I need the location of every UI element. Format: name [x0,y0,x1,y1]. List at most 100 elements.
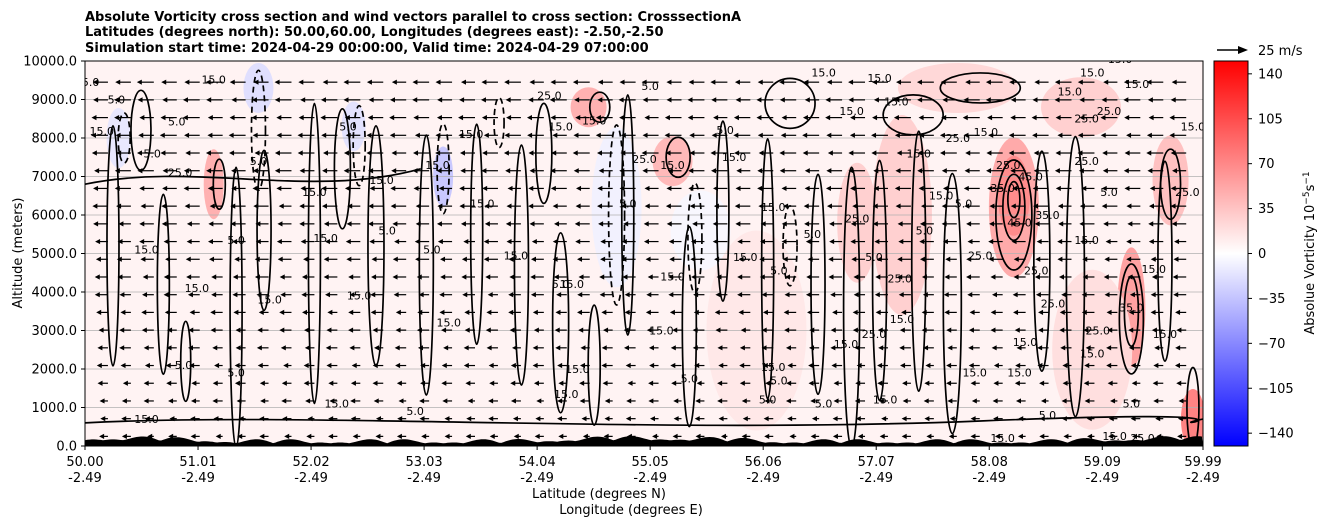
contour-labels: 5.05.015.015.05.05.05.015.015.015.05.05.… [85,61,1203,445]
wind-vector-head [235,327,241,333]
contour-label: 5.0 [108,93,126,106]
wind-vector-head [1054,79,1060,85]
wind-vector-head [604,398,610,404]
wind-vector-head [758,203,764,209]
wind-vector-head [1013,309,1019,316]
contour-line [942,172,963,435]
wind-vector-head [91,150,97,156]
wind-vector-head [92,79,98,85]
wind-vector-head [1012,185,1018,192]
wind-vector-head [436,114,442,121]
wind-vector-head [641,79,647,85]
wind-vector-head [666,221,672,227]
wind-vector-head [116,203,122,209]
wind-vector-head [436,168,442,174]
wind-vector-head [693,309,699,316]
wind-vector-head [781,185,787,192]
wind-vector-head [253,203,259,209]
wind-vector-head [343,150,349,156]
wind-vector-head [467,398,473,404]
wind-vector-head [488,398,494,404]
wind-vector-head [120,362,126,369]
y-tick-label: 8000.0 [32,132,78,147]
wind-vector-head [1078,168,1084,174]
wind-vector-head [941,221,947,227]
wind-vector-head [693,292,699,298]
wind-vector-head [190,433,196,439]
wind-vector-head [711,132,717,138]
wind-vector-head [737,292,743,298]
wind-vector-head [1170,150,1176,156]
wind-vector-head [302,309,308,316]
wind-vector-head [1057,203,1063,209]
contour-label: 5.0 [552,278,570,291]
wind-vector-head [373,345,379,351]
contour-label: 15.0 [761,361,786,374]
wind-vector-head [1017,433,1023,439]
wind-vector-head [116,150,122,156]
wind-vector-head [97,345,103,351]
wind-vector-head [417,345,423,351]
wind-vector-head [1108,416,1114,422]
wind-vector-head [877,327,883,333]
wind-vector-head [1015,398,1021,404]
wind-vector-head [92,203,98,209]
wind-vector-head [603,433,609,439]
wind-vector-head [1086,416,1092,422]
wind-vector-head [68,80,73,85]
wind-vector-head [1148,238,1154,245]
wind-vector-head [461,274,467,280]
wind-vector-head [688,79,694,85]
wind-vector-head [787,416,793,422]
wind-vector-head [390,185,396,192]
y-tick-label: 9000.0 [32,93,78,108]
wind-vector-head [670,345,676,351]
wind-vector-head [1083,327,1089,333]
contour-label: 25.0 [946,132,971,145]
wind-vector-head [529,221,535,227]
wind-vector-head [396,380,402,386]
wind-vector-head [856,362,862,369]
wind-vector-head [1083,380,1089,386]
wind-vector-head [603,327,609,333]
wind-vector-head [1130,362,1136,369]
wind-vector-head [992,398,998,404]
wind-vector-head [555,309,561,316]
contour-label: 15.0 [890,313,915,326]
wind-vector-head [512,345,518,351]
wind-vector-head [348,274,354,280]
wind-vector-head [922,292,928,298]
wind-vector-head [761,345,767,351]
wind-vector-head [188,327,194,333]
wind-vector-head [650,416,656,422]
contour-line [256,149,272,312]
wind-vector-head [874,238,880,245]
wind-vector-head [234,380,240,386]
wind-vector-head [228,132,234,138]
wind-vector-head [988,256,994,262]
wind-vector-head [1032,185,1038,192]
wind-vector-head [919,238,925,245]
wind-vector-head [323,256,329,262]
x-tick-latitude: 59.99 [1184,455,1221,470]
contour-label: 25.0 [1074,113,1099,126]
wind-vector-head [734,79,740,85]
wind-vector-head [1081,309,1087,316]
contour-label: 25.0 [968,249,993,262]
wind-vector-head [621,238,627,245]
wind-vector-head [463,238,469,245]
contour-line [1002,173,1026,242]
wind-vector-head [1103,79,1109,85]
wind-vector-head [761,327,767,333]
wind-vector-head [968,345,974,351]
wind-vector-head [164,309,170,316]
wind-vector-head [581,416,587,422]
wind-vector-head [487,292,493,298]
wind-vector-head [440,256,446,262]
wind-vector-head [664,114,670,121]
wind-vector-head [580,345,586,351]
wind-vector-head [116,256,122,262]
wind-vector-head [343,168,349,174]
contour-line [842,166,861,446]
wind-vector-head [673,398,679,404]
